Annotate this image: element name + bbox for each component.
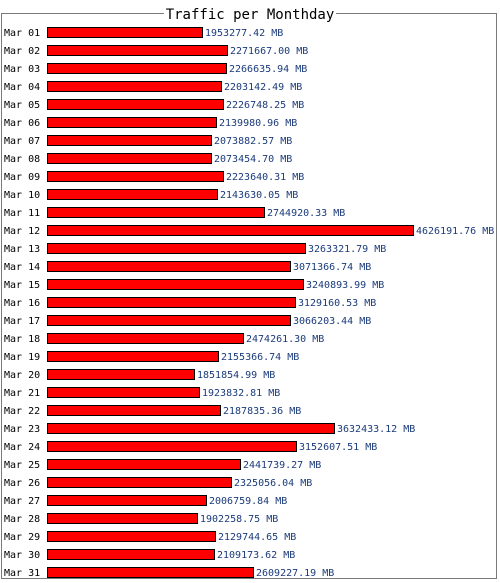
value-label: 3240893.99 MB bbox=[306, 280, 384, 291]
bar bbox=[47, 153, 212, 164]
value-label: 2474261.30 MB bbox=[246, 334, 324, 345]
category-label: Mar 17 bbox=[4, 316, 40, 327]
value-label: 3066203.44 MB bbox=[293, 316, 371, 327]
value-label: 1902258.75 MB bbox=[200, 514, 278, 525]
value-label: 2006759.84 MB bbox=[209, 496, 287, 507]
bar bbox=[47, 351, 219, 362]
value-label: 3632433.12 MB bbox=[337, 424, 415, 435]
value-label: 2139980.96 MB bbox=[219, 118, 297, 129]
value-label: 2441739.27 MB bbox=[243, 460, 321, 471]
category-label: Mar 29 bbox=[4, 532, 40, 543]
value-label: 2073454.70 MB bbox=[214, 154, 292, 165]
bar bbox=[47, 135, 212, 146]
bar bbox=[47, 477, 232, 488]
category-label: Mar 25 bbox=[4, 460, 40, 471]
value-label: 1923832.81 MB bbox=[202, 388, 280, 399]
value-label: 3152607.51 MB bbox=[299, 442, 377, 453]
bar bbox=[47, 531, 216, 542]
category-label: Mar 20 bbox=[4, 370, 40, 381]
value-label: 2203142.49 MB bbox=[224, 82, 302, 93]
bar bbox=[47, 495, 207, 506]
category-label: Mar 02 bbox=[4, 46, 40, 57]
category-label: Mar 01 bbox=[4, 28, 40, 39]
bar bbox=[47, 279, 304, 290]
bar bbox=[47, 405, 221, 416]
category-label: Mar 12 bbox=[4, 226, 40, 237]
value-label: 2155366.74 MB bbox=[221, 352, 299, 363]
category-label: Mar 09 bbox=[4, 172, 40, 183]
category-label: Mar 27 bbox=[4, 496, 40, 507]
bar bbox=[47, 171, 224, 182]
category-label: Mar 13 bbox=[4, 244, 40, 255]
bar bbox=[47, 189, 218, 200]
category-label: Mar 16 bbox=[4, 298, 40, 309]
category-label: Mar 10 bbox=[4, 190, 40, 201]
bar bbox=[47, 315, 291, 326]
category-label: Mar 04 bbox=[4, 82, 40, 93]
bar bbox=[47, 297, 296, 308]
bar bbox=[47, 549, 215, 560]
category-label: Mar 05 bbox=[4, 100, 40, 111]
value-label: 2129744.65 MB bbox=[218, 532, 296, 543]
bar bbox=[47, 513, 198, 524]
bar bbox=[47, 45, 228, 56]
value-label: 2109173.62 MB bbox=[217, 550, 295, 561]
value-label: 2744920.33 MB bbox=[267, 208, 345, 219]
category-label: Mar 07 bbox=[4, 136, 40, 147]
category-label: Mar 24 bbox=[4, 442, 40, 453]
value-label: 2266635.94 MB bbox=[229, 64, 307, 75]
category-label: Mar 22 bbox=[4, 406, 40, 417]
bar bbox=[47, 243, 306, 254]
value-label: 2271667.00 MB bbox=[230, 46, 308, 57]
value-label: 1953277.42 MB bbox=[205, 28, 283, 39]
category-label: Mar 11 bbox=[4, 208, 40, 219]
category-label: Mar 23 bbox=[4, 424, 40, 435]
value-label: 2143630.05 MB bbox=[220, 190, 298, 201]
category-label: Mar 08 bbox=[4, 154, 40, 165]
category-label: Mar 15 bbox=[4, 280, 40, 291]
value-label: 2226748.25 MB bbox=[226, 100, 304, 111]
category-label: Mar 21 bbox=[4, 388, 40, 399]
value-label: 2223640.31 MB bbox=[226, 172, 304, 183]
value-label: 2187835.36 MB bbox=[223, 406, 301, 417]
category-label: Mar 31 bbox=[4, 568, 40, 579]
value-label: 2073882.57 MB bbox=[214, 136, 292, 147]
category-label: Mar 19 bbox=[4, 352, 40, 363]
category-label: Mar 28 bbox=[4, 514, 40, 525]
category-label: Mar 30 bbox=[4, 550, 40, 561]
bar bbox=[47, 333, 244, 344]
value-label: 2609227.19 MB bbox=[256, 568, 334, 579]
category-label: Mar 03 bbox=[4, 64, 40, 75]
value-label: 3129160.53 MB bbox=[298, 298, 376, 309]
bar bbox=[47, 99, 224, 110]
value-label: 1851854.99 MB bbox=[197, 370, 275, 381]
bar bbox=[47, 63, 227, 74]
bar bbox=[47, 261, 291, 272]
bar bbox=[47, 441, 297, 452]
value-label: 2325056.04 MB bbox=[234, 478, 312, 489]
bar bbox=[47, 459, 241, 470]
category-label: Mar 06 bbox=[4, 118, 40, 129]
bar bbox=[47, 27, 203, 38]
bar bbox=[47, 387, 200, 398]
bar bbox=[47, 207, 265, 218]
category-label: Mar 26 bbox=[4, 478, 40, 489]
bar bbox=[47, 423, 335, 434]
value-label: 4626191.76 MB bbox=[416, 226, 494, 237]
category-label: Mar 14 bbox=[4, 262, 40, 273]
bar bbox=[47, 117, 217, 128]
value-label: 3071366.74 MB bbox=[293, 262, 371, 273]
value-label: 3263321.79 MB bbox=[308, 244, 386, 255]
bar bbox=[47, 369, 195, 380]
category-label: Mar 18 bbox=[4, 334, 40, 345]
bar bbox=[47, 225, 414, 236]
bar bbox=[47, 567, 254, 578]
bar bbox=[47, 81, 222, 92]
